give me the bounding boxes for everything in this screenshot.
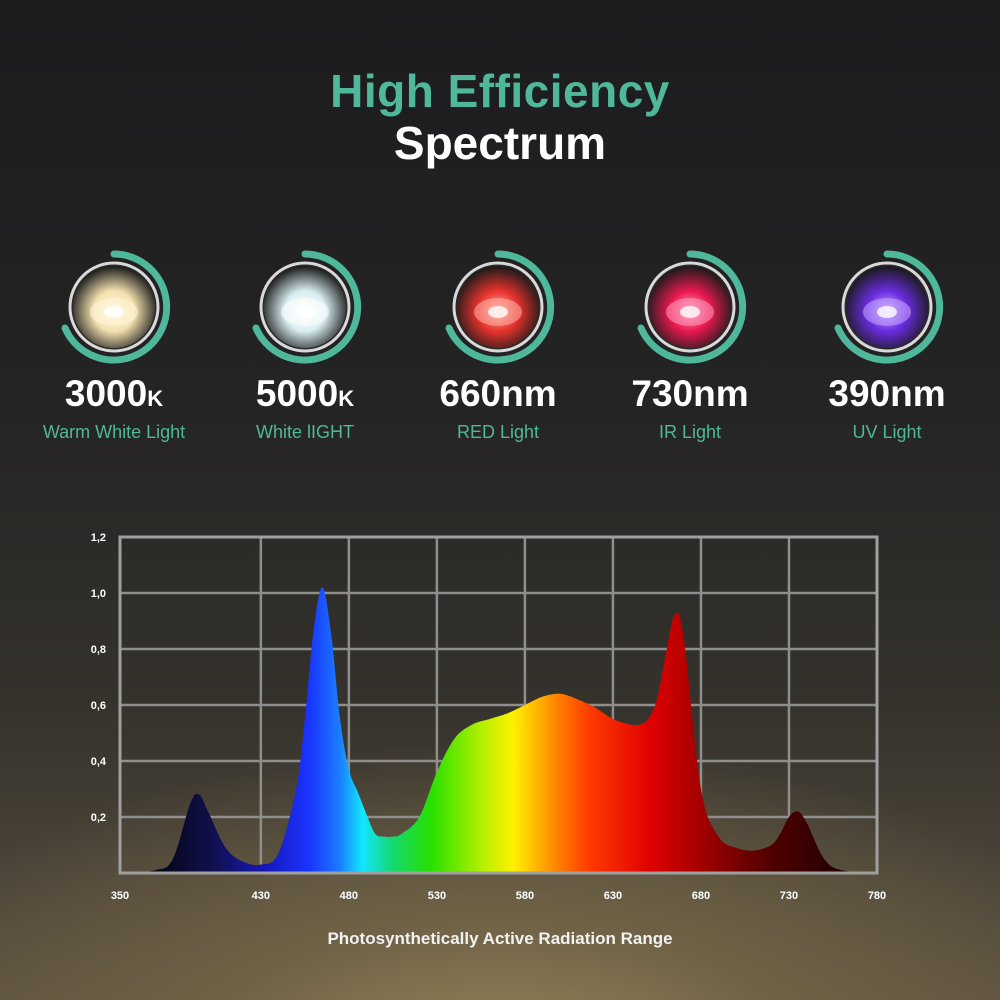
- led-label: UV Light: [852, 422, 922, 442]
- x-axis-ticks: 350 430 480 530 580 630 680 730 780: [111, 890, 886, 902]
- led-label: IR Light: [658, 422, 722, 442]
- led-label: RED Light: [456, 422, 540, 442]
- warm-white-led-icon: [55, 248, 173, 366]
- y-tick-label: 0,4: [91, 756, 107, 768]
- led-white: 5000K White lIGHT: [210, 248, 400, 443]
- y-tick-label: 0,6: [91, 700, 106, 712]
- x-tick-label: 430: [252, 890, 270, 902]
- ir-led-icon: [631, 248, 749, 366]
- led-types-row: 3000K Warm White Light 5000K White lIGHT…: [0, 248, 1000, 448]
- plot-border: [118, 535, 879, 875]
- led-value: 390nm: [828, 373, 946, 414]
- red-led-icon: [439, 248, 557, 366]
- x-tick-label: 630: [604, 890, 622, 902]
- chart-frame: [118, 535, 879, 875]
- led-uv: 390nm UV Light: [792, 248, 982, 443]
- led-label: White lIGHT: [255, 422, 354, 442]
- led-value: 730nm: [631, 373, 749, 414]
- led-ir: 730nm IR Light: [595, 248, 785, 443]
- x-tick-label: 780: [868, 890, 886, 902]
- x-tick-label: 730: [780, 890, 798, 902]
- y-tick-label: 0,2: [91, 812, 106, 824]
- spectrum-area: [120, 587, 877, 873]
- x-tick-label: 480: [340, 890, 358, 902]
- led-value: 5000K: [255, 373, 355, 414]
- uv-led-icon: [828, 248, 946, 366]
- title-line-1: High Efficiency: [330, 65, 670, 117]
- y-axis-ticks: 0,2 0,4 0,6 0,8 1,0 1,2: [91, 532, 107, 824]
- title-line-2: Spectrum: [393, 117, 607, 169]
- led-red: 660nm RED Light: [403, 248, 593, 443]
- y-tick-label: 1,2: [91, 532, 106, 544]
- x-tick-label: 350: [111, 890, 129, 902]
- white-led-icon: [246, 248, 364, 366]
- led-label: Warm White Light: [42, 422, 186, 442]
- led-value: 660nm: [439, 373, 557, 414]
- y-tick-label: 0,8: [91, 644, 106, 656]
- led-value: 3000K: [64, 373, 164, 414]
- x-tick-label: 680: [692, 890, 710, 902]
- spectrum-chart: 0,2 0,4 0,6 0,8 1,0 1,2 350 430 480 530 580 630 680…: [91, 532, 886, 902]
- x-tick-label: 530: [428, 890, 446, 902]
- x-axis-label: Photosynthetically Active Radiation Rang…: [327, 929, 673, 948]
- led-warm-white: 3000K Warm White Light: [19, 248, 209, 443]
- y-tick-label: 1,0: [91, 588, 106, 600]
- x-tick-label: 580: [516, 890, 534, 902]
